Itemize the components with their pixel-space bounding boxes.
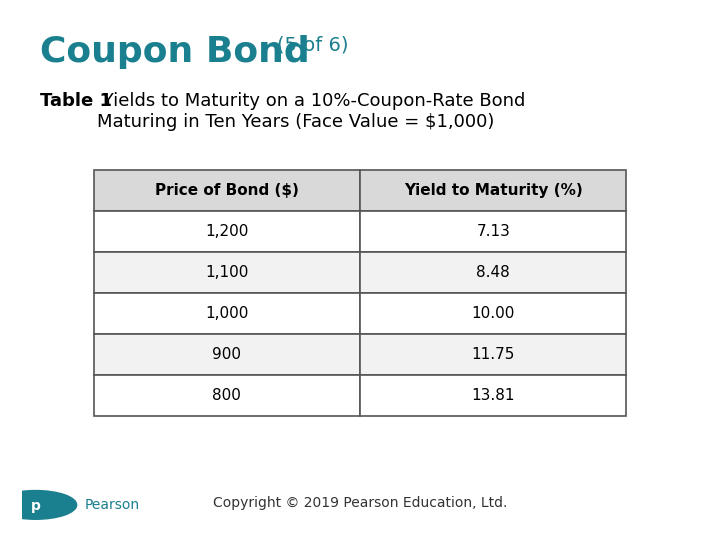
Text: 13.81: 13.81 (472, 388, 515, 403)
Text: 1,100: 1,100 (205, 265, 248, 280)
Text: Pearson: Pearson (84, 498, 140, 512)
Text: (5 of 6): (5 of 6) (277, 35, 348, 54)
Text: Copyright © 2019 Pearson Education, Ltd.: Copyright © 2019 Pearson Education, Ltd. (213, 496, 507, 510)
Text: 1,000: 1,000 (205, 306, 248, 321)
Text: 7.13: 7.13 (476, 224, 510, 239)
Text: 10.00: 10.00 (472, 306, 515, 321)
Text: 8.48: 8.48 (477, 265, 510, 280)
Circle shape (0, 490, 77, 519)
Text: 800: 800 (212, 388, 241, 403)
Text: Price of Bond ($): Price of Bond ($) (155, 183, 299, 198)
Text: Yields to Maturity on a 10%-Coupon-Rate Bond
Maturing in Ten Years (Face Value =: Yields to Maturity on a 10%-Coupon-Rate … (97, 92, 526, 131)
Text: Coupon Bond: Coupon Bond (40, 35, 310, 69)
Text: p: p (31, 498, 40, 512)
Text: 1,200: 1,200 (205, 224, 248, 239)
Text: Yield to Maturity (%): Yield to Maturity (%) (404, 183, 582, 198)
Text: 11.75: 11.75 (472, 347, 515, 362)
Text: Table 1: Table 1 (40, 92, 112, 110)
Text: 900: 900 (212, 347, 241, 362)
